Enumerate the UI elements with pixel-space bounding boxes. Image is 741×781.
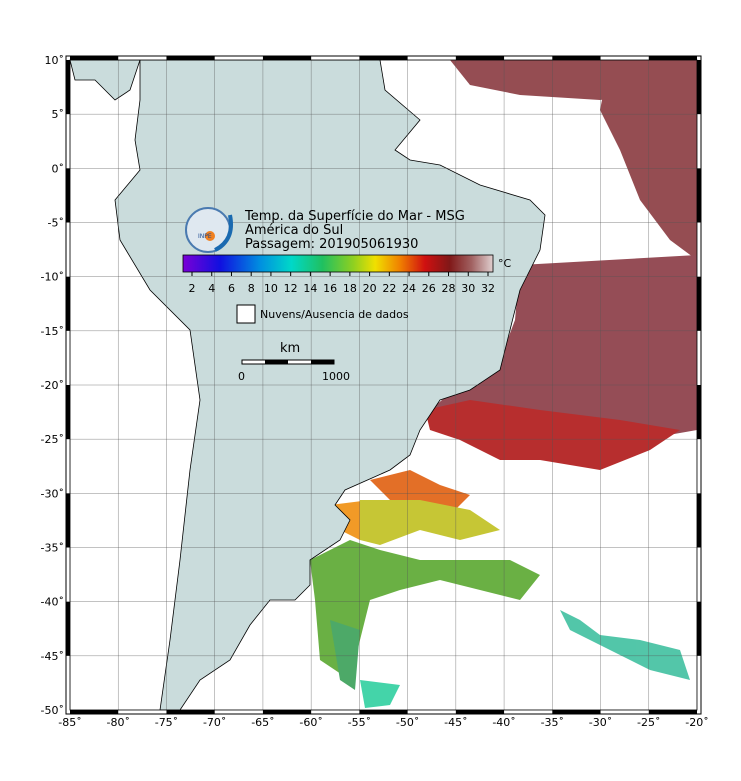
scale-start: 0 [238,370,245,383]
frame-tick [66,385,70,440]
colorbar-label: 20 [363,282,377,295]
colorbar-label: 28 [442,282,456,295]
lon-label: -35˚ [541,716,564,729]
lon-label: -70˚ [203,716,226,729]
lon-label: -60˚ [299,716,322,729]
scale-bar [265,360,288,364]
frame-tick [66,60,70,115]
colorbar-label: 24 [402,282,416,295]
pass: Passagem: 201905061930 [245,237,418,252]
frame-tick [66,601,70,656]
frame-tick [552,56,601,60]
frame-tick [166,710,215,714]
logo-sun [205,231,215,241]
map-area [70,60,697,710]
frame-tick [697,60,701,115]
lat-label: -45˚ [41,650,64,663]
colorbar-label: 6 [228,282,235,295]
colorbar-label: 10 [264,282,278,295]
colorbar-label: 16 [323,282,337,295]
colorbar-label: 8 [248,282,255,295]
scale-unit: km [280,341,300,356]
frame-tick [359,710,408,714]
legend-swatch [236,304,256,324]
land [70,60,141,101]
logo-text: INPE [198,233,212,240]
logo-arrow [214,214,233,252]
colorbar-label: 30 [461,282,475,295]
title-block: INPE Temp. da Superfície do Mar - MSG Am… [185,207,465,253]
lat-label: -40˚ [41,596,64,609]
lat-label: -30˚ [41,487,64,500]
colorbar-unit: °C [498,257,512,270]
lat-label: -25˚ [41,433,64,446]
legend-label: Nuvens/Ausencia de dados [260,308,409,321]
colorbar-label: 14 [303,282,317,295]
lon-label: -30˚ [589,716,612,729]
title: Temp. da Superfície do Mar - MSG [244,209,465,224]
lon-label: -25˚ [637,716,660,729]
lat-label: -10˚ [41,271,64,284]
lon-label: -80˚ [106,716,129,729]
frame-tick [697,601,701,656]
lon-label: -45˚ [444,716,467,729]
lat-label: 5˚ [52,108,65,121]
lon-label: -40˚ [492,716,515,729]
lat-label: 10˚ [45,54,65,67]
frame-tick [70,56,119,60]
frame-tick [66,168,70,223]
frame-tick [262,56,312,60]
frame-tick [262,710,312,714]
lat-label: -15˚ [41,325,64,338]
colorbar-label: 32 [481,282,495,295]
lon-label: -50˚ [396,716,419,729]
colorbar-label: 26 [422,282,436,295]
frame-tick [70,710,119,714]
frame-tick [697,385,701,440]
lat-label: -35˚ [41,542,64,555]
frame-tick [455,56,505,60]
lon-label: -85˚ [58,716,81,729]
colorbar-label: 18 [343,282,357,295]
lon-label: -65˚ [251,716,274,729]
colorbar [182,254,494,273]
lat-label: -20˚ [41,379,64,392]
frame-tick [648,56,697,60]
frame-tick [455,710,505,714]
region: América do Sul [245,223,343,238]
lat-label: -5˚ [48,217,64,230]
frame-tick [552,710,601,714]
scale-end: 1000 [322,370,350,383]
frame-tick [66,493,70,548]
lat-label: 0˚ [52,162,65,175]
frame-tick [66,276,70,331]
colorbar-label: 22 [382,282,396,295]
colorbar-label: 12 [284,282,298,295]
lon-label: -20˚ [685,716,708,729]
colorbar-label: 4 [208,282,215,295]
lon-label: -75˚ [155,716,178,729]
frame-tick [697,493,701,548]
colorbar-label: 2 [189,282,196,295]
frame-tick [359,56,408,60]
frame-tick [166,56,215,60]
scale-bar [311,360,334,364]
frame-tick [697,276,701,331]
lon-label: -55˚ [348,716,371,729]
frame [65,55,702,715]
lat-label: -50˚ [41,704,64,717]
frame-tick [648,710,697,714]
frame-tick [697,168,701,223]
